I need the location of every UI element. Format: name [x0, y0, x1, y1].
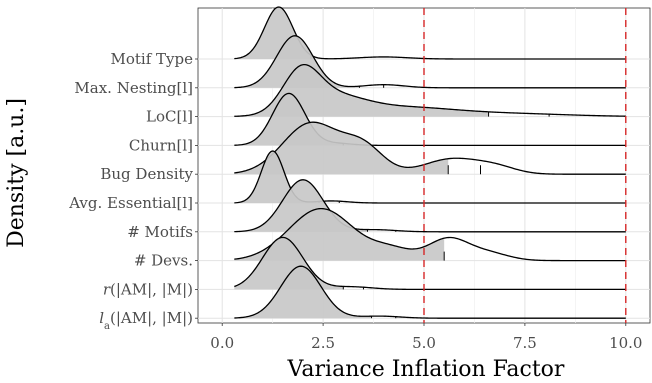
y-tick-labels: Motif Type Max. Nesting[l] LoC[l] Churn[l] B… [68, 50, 198, 332]
ridge-fill [234, 122, 449, 175]
ridge-bug-density [234, 121, 626, 175]
ridge-density-line [234, 207, 626, 262]
ridges [234, 6, 626, 319]
ridge-fill [234, 266, 372, 319]
x-tick-label: 0.0 [210, 334, 234, 352]
ridge-density-line [234, 35, 626, 89]
y-tick-label: Churn[l] [129, 136, 193, 154]
ridge-max-nesting-l [234, 35, 626, 89]
y-tick-label: # Motifs [127, 223, 193, 241]
ridge-density-line [234, 121, 626, 175]
y-tick-label: Bug Density [100, 165, 193, 183]
ridge-fill [234, 151, 320, 203]
x-tick-label: 5.0 [412, 334, 436, 352]
x-tick-label: 10.0 [609, 334, 642, 352]
ridge-r-am-m [234, 236, 626, 291]
ridge-density-line [234, 179, 626, 233]
ridge-l-a-am-m [234, 265, 626, 319]
y-tick-label: # Devs. [134, 252, 193, 270]
x-tick-labels: 0.0 2.5 5.0 7.5 10.0 [210, 323, 642, 352]
y-tick-label: Motif Type [111, 50, 194, 68]
x-tick-label: 2.5 [311, 334, 335, 352]
ridge-fill [234, 35, 360, 88]
x-axis-title: Variance Inflation Factor [287, 357, 565, 382]
x-tick-label: 7.5 [513, 334, 537, 352]
reference-lines [423, 8, 627, 323]
ridge-density-line [234, 63, 626, 117]
ridge-density-line [234, 265, 626, 319]
y-tick-label: Max. Nesting[l] [74, 79, 193, 97]
y-tick-label: LoC[l] [146, 108, 193, 126]
y-tick-label: Avg. Essential[l] [68, 194, 193, 212]
ridge-density-line [234, 236, 626, 291]
ridge-density-line [234, 92, 626, 147]
y-tick-label: la(|AM|, |M|) [99, 309, 193, 332]
y-axis-title: Density [a.u.] [4, 98, 29, 248]
y-tick-label: r(|AM|, |M|) [103, 280, 193, 298]
